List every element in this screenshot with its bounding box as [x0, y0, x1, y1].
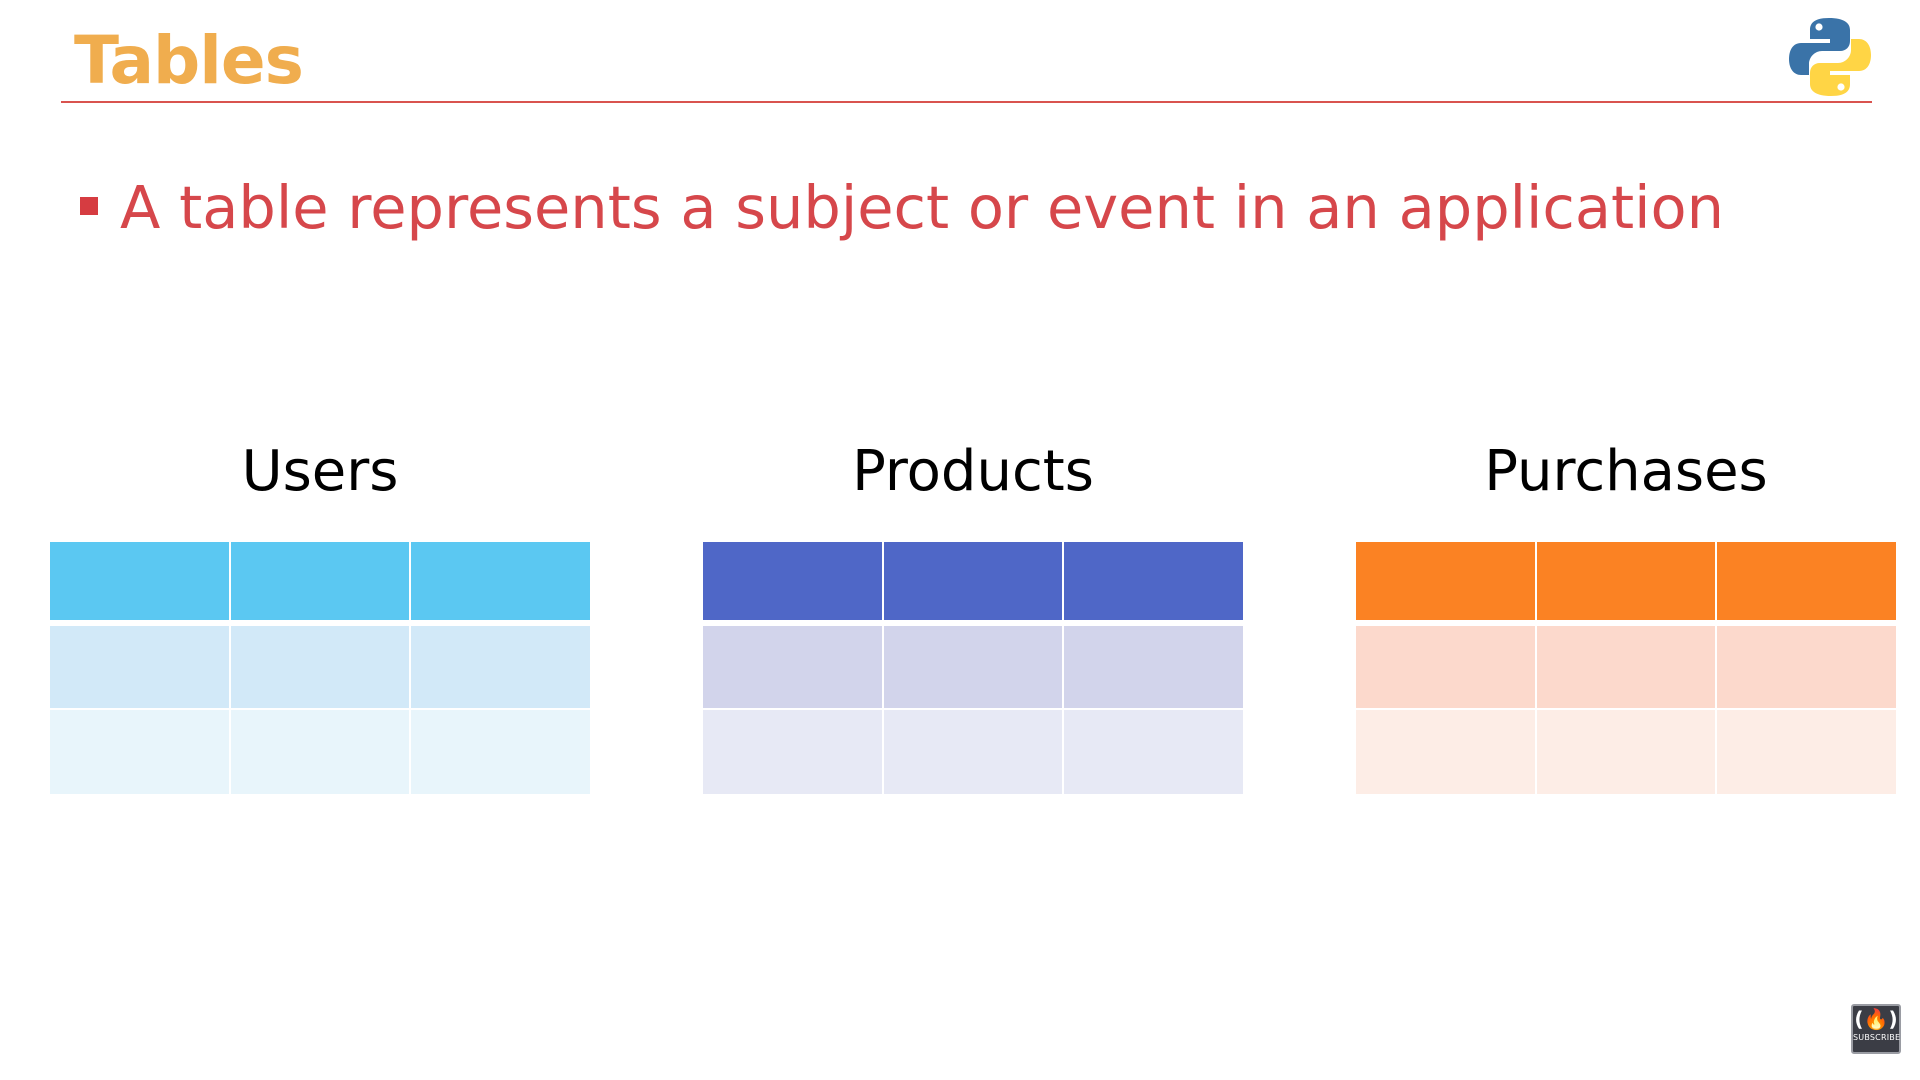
table-cell [411, 710, 590, 794]
table-header-cell [1064, 542, 1243, 624]
table-cell [1064, 710, 1243, 794]
table-cell [230, 626, 410, 708]
table-label-purchases: Purchases [1484, 439, 1768, 504]
table-cell [883, 710, 1063, 794]
title-underline [61, 101, 1872, 103]
table-header-cell [1536, 542, 1716, 624]
table-header-cell [50, 542, 229, 624]
table-cell [1356, 710, 1535, 794]
table-grid-products [703, 542, 1243, 796]
table-cell [883, 626, 1063, 708]
table-products: Products [703, 432, 1243, 796]
table-users: Users [50, 432, 590, 796]
subscribe-label: SUBSCRIBE [1853, 1033, 1901, 1042]
bullet-square-icon [80, 197, 98, 215]
table-cell [1356, 626, 1535, 708]
table-cell [1717, 626, 1896, 708]
table-cell [1536, 626, 1716, 708]
table-label-users: Users [241, 439, 399, 504]
table-grid-purchases [1356, 542, 1896, 796]
table-grid-users [50, 542, 590, 796]
bullet-item: A table represents a subject or event in… [80, 168, 1724, 248]
table-header-cell [1717, 542, 1896, 624]
table-cell [1536, 710, 1716, 794]
table-header-cell [230, 542, 410, 624]
table-cell [703, 626, 882, 708]
table-cell [230, 710, 410, 794]
table-header-cell [1356, 542, 1535, 624]
bullet-text: A table represents a subject or event in… [120, 173, 1725, 242]
table-label-products: Products [852, 439, 1094, 504]
table-purchases: Purchases [1356, 432, 1896, 796]
table-cell [1717, 710, 1896, 794]
slide-title: Tables [74, 22, 304, 99]
python-logo-icon [1789, 18, 1871, 96]
table-header-cell [411, 542, 590, 624]
freecodecamp-icon: (🔥) [1854, 1007, 1898, 1031]
subscribe-badge[interactable]: (🔥) SUBSCRIBE [1851, 1004, 1901, 1054]
table-cell [50, 626, 229, 708]
table-cell [703, 710, 882, 794]
table-cell [50, 710, 229, 794]
table-cell [1064, 626, 1243, 708]
table-cell [411, 626, 590, 708]
table-header-cell [883, 542, 1063, 624]
table-header-cell [703, 542, 882, 624]
